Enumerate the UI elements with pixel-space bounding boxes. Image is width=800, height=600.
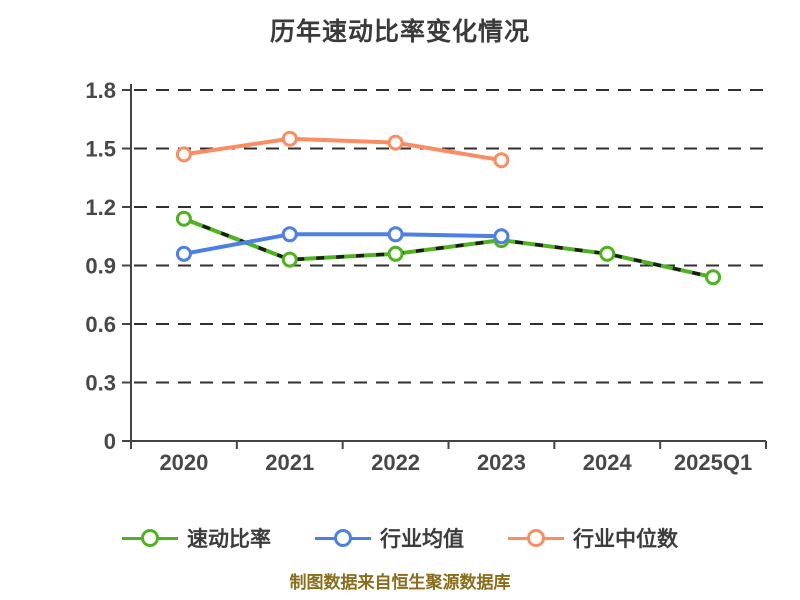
y-tick-label: 0 (104, 429, 116, 454)
data-point-marker-2-2023 (493, 152, 510, 169)
data-point-marker-2-2022 (387, 134, 404, 151)
x-tick-label: 2024 (583, 450, 633, 475)
legend-marker-icon (334, 529, 352, 547)
legend-label: 行业均值 (380, 528, 464, 551)
legend-swatch-blue (315, 527, 371, 549)
legend-label: 速动比率 (187, 528, 271, 551)
legend-marker-icon (527, 529, 545, 547)
data-point-marker-2-2021 (281, 130, 298, 147)
series-line-1 (181, 232, 504, 256)
data-point-marker-0-2022 (387, 245, 404, 262)
legend-item-industry-median: 行业中位数 (508, 523, 678, 553)
data-point-marker-2-2020 (175, 146, 192, 163)
data-point-marker-0-2021 (281, 251, 298, 268)
data-point-marker-1-2020 (175, 245, 192, 262)
y-tick-label: 0.6 (85, 312, 116, 337)
y-tick-label: 1.2 (85, 195, 116, 220)
data-source-note: 制图数据来自恒生聚源数据库 (289, 573, 511, 592)
series-line-2 (181, 136, 504, 163)
y-tick-label: 0.9 (85, 254, 116, 279)
data-point-marker-0-2024 (599, 245, 616, 262)
chart-title: 历年速动比率变化情况 (269, 18, 530, 46)
x-tick-label: 2020 (159, 450, 208, 475)
x-tick-label: 2021 (265, 450, 314, 475)
data-point-marker-1-2022 (387, 226, 404, 243)
y-tick-label: 1.8 (85, 78, 116, 103)
x-tick-label: 2023 (477, 450, 526, 475)
x-tick-label: 2022 (371, 450, 420, 475)
series-line-0 (181, 216, 716, 280)
y-tick-label: 0.3 (85, 371, 116, 396)
legend-swatch-green (122, 527, 178, 549)
data-point-marker-0-2025Q1 (705, 269, 722, 286)
legend-item-quick-ratio: 速动比率 (122, 523, 271, 553)
legend-swatch-orange (508, 527, 564, 549)
legend-marker-icon (141, 529, 159, 547)
legend-label: 行业中位数 (573, 528, 678, 551)
data-point-marker-0-2020 (175, 210, 192, 227)
data-point-marker-1-2023 (493, 228, 510, 245)
x-tick-label: 2025Q1 (674, 450, 752, 475)
y-tick-label: 1.5 (85, 137, 116, 162)
chart-legend: 速动比率 行业均值 行业中位数 (0, 523, 800, 553)
data-point-marker-1-2021 (281, 226, 298, 243)
legend-item-industry-average: 行业均值 (315, 523, 464, 553)
